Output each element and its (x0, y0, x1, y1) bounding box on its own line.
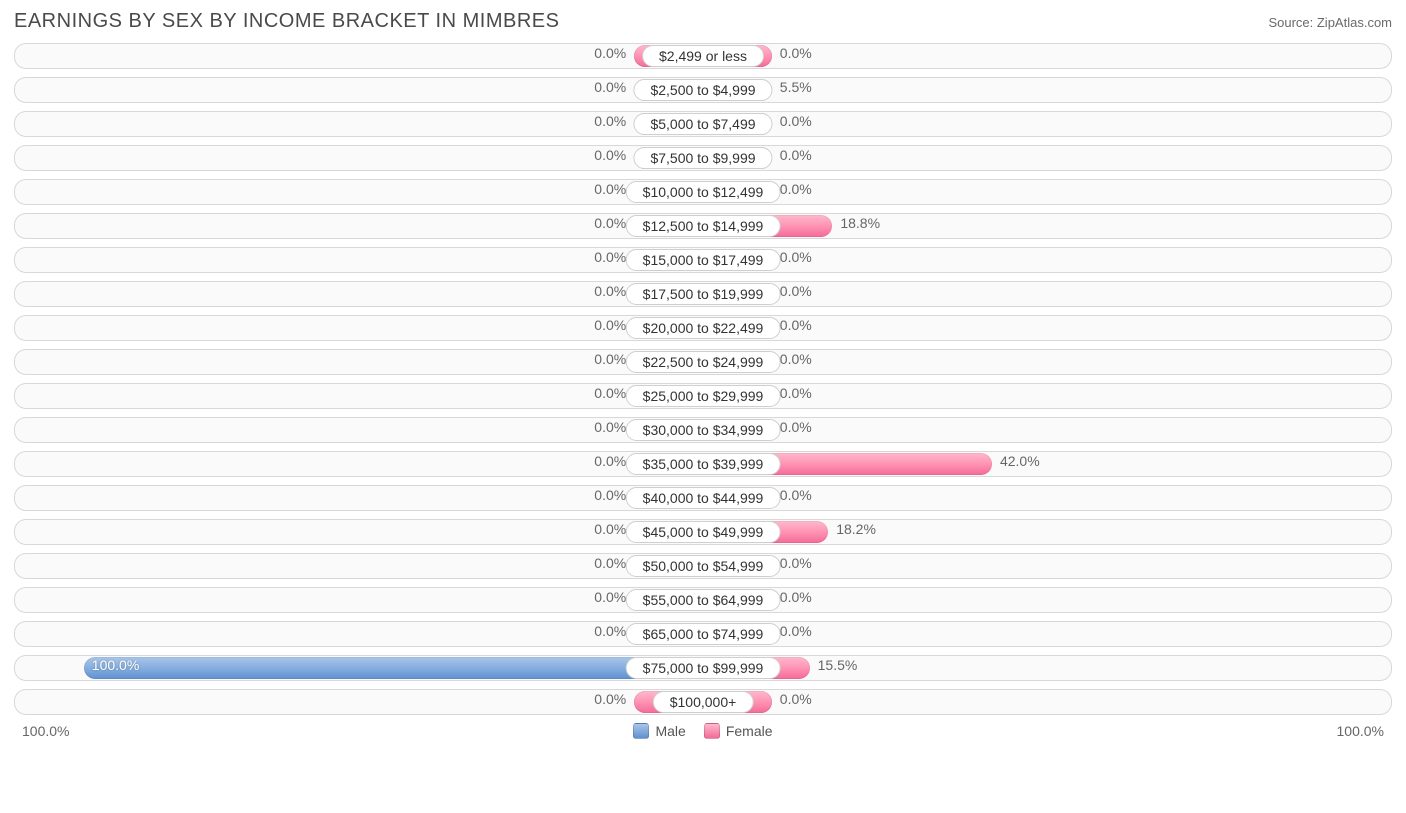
chart-row: 0.0%18.2%$45,000 to $49,999 (14, 519, 1392, 545)
female-value-label: 18.8% (832, 215, 880, 231)
chart-row: 0.0%0.0%$30,000 to $34,999 (14, 417, 1392, 443)
bracket-pill: $12,500 to $14,999 (626, 215, 781, 237)
chart-row: 0.0%0.0%$10,000 to $12,499 (14, 179, 1392, 205)
bracket-pill: $55,000 to $64,999 (626, 589, 781, 611)
legend-female-label: Female (726, 723, 773, 739)
chart-row: 0.0%18.8%$12,500 to $14,999 (14, 213, 1392, 239)
female-swatch-icon (704, 723, 720, 739)
chart-title: EARNINGS BY SEX BY INCOME BRACKET IN MIM… (14, 10, 559, 33)
female-value-label: 18.2% (828, 521, 876, 537)
chart-row: 0.0%0.0%$20,000 to $22,499 (14, 315, 1392, 341)
male-value-label: 0.0% (594, 79, 634, 95)
bracket-pill: $65,000 to $74,999 (626, 623, 781, 645)
female-value-label: 42.0% (992, 453, 1040, 469)
female-value-label: 0.0% (772, 147, 812, 163)
male-swatch-icon (633, 723, 649, 739)
chart-row: 100.0% 15.5% $75,000 to $99,999 (14, 655, 1392, 681)
bracket-pill: $20,000 to $22,499 (626, 317, 781, 339)
male-value-label: 0.0% (594, 147, 634, 163)
bracket-pill: $15,000 to $17,499 (626, 249, 781, 271)
legend-item-female: Female (704, 723, 773, 739)
bracket-pill: $17,500 to $19,999 (626, 283, 781, 305)
bracket-pill: $35,000 to $39,999 (626, 453, 781, 475)
bracket-pill: $22,500 to $24,999 (626, 351, 781, 373)
legend: Male Female (633, 723, 772, 739)
chart-row: 0.0% 0.0% $100,000+ (14, 689, 1392, 715)
bracket-pill: $75,000 to $99,999 (626, 657, 781, 679)
female-value-label: 0.0% (772, 45, 812, 61)
bracket-pill: $2,500 to $4,999 (633, 79, 772, 101)
chart-row: 0.0%0.0%$50,000 to $54,999 (14, 553, 1392, 579)
legend-item-male: Male (633, 723, 685, 739)
male-value-label: 0.0% (594, 113, 634, 129)
chart-row: 0.0%0.0%$40,000 to $44,999 (14, 485, 1392, 511)
chart-source: Source: ZipAtlas.com (1268, 15, 1392, 30)
male-value-label: 0.0% (594, 45, 634, 61)
bracket-pill: $100,000+ (653, 691, 754, 713)
chart-footer: 100.0% Male Female 100.0% (14, 723, 1392, 739)
bracket-pill: $2,499 or less (642, 45, 764, 67)
legend-male-label: Male (655, 723, 685, 739)
chart-row: 0.0%0.0%$17,500 to $19,999 (14, 281, 1392, 307)
chart-row: 0.0%0.0%$25,000 to $29,999 (14, 383, 1392, 409)
chart-row: 0.0% 5.5%$2,500 to $4,999 (14, 77, 1392, 103)
male-value-label: 100.0% (92, 657, 139, 673)
chart-row: 0.0% 0.0%$5,000 to $7,499 (14, 111, 1392, 137)
axis-right-max: 100.0% (1337, 723, 1384, 739)
chart-row: 0.0%0.0%$15,000 to $17,499 (14, 247, 1392, 273)
chart-row: 0.0% 0.0% $2,499 or less (14, 43, 1392, 69)
bracket-pill: $25,000 to $29,999 (626, 385, 781, 407)
chart-row: 0.0%42.0%$35,000 to $39,999 (14, 451, 1392, 477)
female-value-label: 5.5% (772, 79, 812, 95)
bracket-pill: $40,000 to $44,999 (626, 487, 781, 509)
female-value-label: 15.5% (810, 657, 858, 673)
bracket-pill: $5,000 to $7,499 (633, 113, 772, 135)
female-value-label: 0.0% (772, 691, 812, 707)
female-value-label: 0.0% (772, 113, 812, 129)
chart-row: 0.0%0.0%$55,000 to $64,999 (14, 587, 1392, 613)
bracket-pill: $45,000 to $49,999 (626, 521, 781, 543)
chart-row: 0.0% 0.0%$7,500 to $9,999 (14, 145, 1392, 171)
chart-row: 0.0%0.0%$65,000 to $74,999 (14, 621, 1392, 647)
chart-row: 0.0%0.0%$22,500 to $24,999 (14, 349, 1392, 375)
chart-header: EARNINGS BY SEX BY INCOME BRACKET IN MIM… (14, 10, 1392, 33)
diverging-bar-chart: 0.0% 0.0% $2,499 or less 0.0% 5.5%$2,500 to … (14, 43, 1392, 715)
bracket-pill: $50,000 to $54,999 (626, 555, 781, 577)
male-value-label: 0.0% (594, 691, 634, 707)
bracket-pill: $30,000 to $34,999 (626, 419, 781, 441)
axis-left-max: 100.0% (22, 723, 69, 739)
bracket-pill: $10,000 to $12,499 (626, 181, 781, 203)
bracket-pill: $7,500 to $9,999 (633, 147, 772, 169)
